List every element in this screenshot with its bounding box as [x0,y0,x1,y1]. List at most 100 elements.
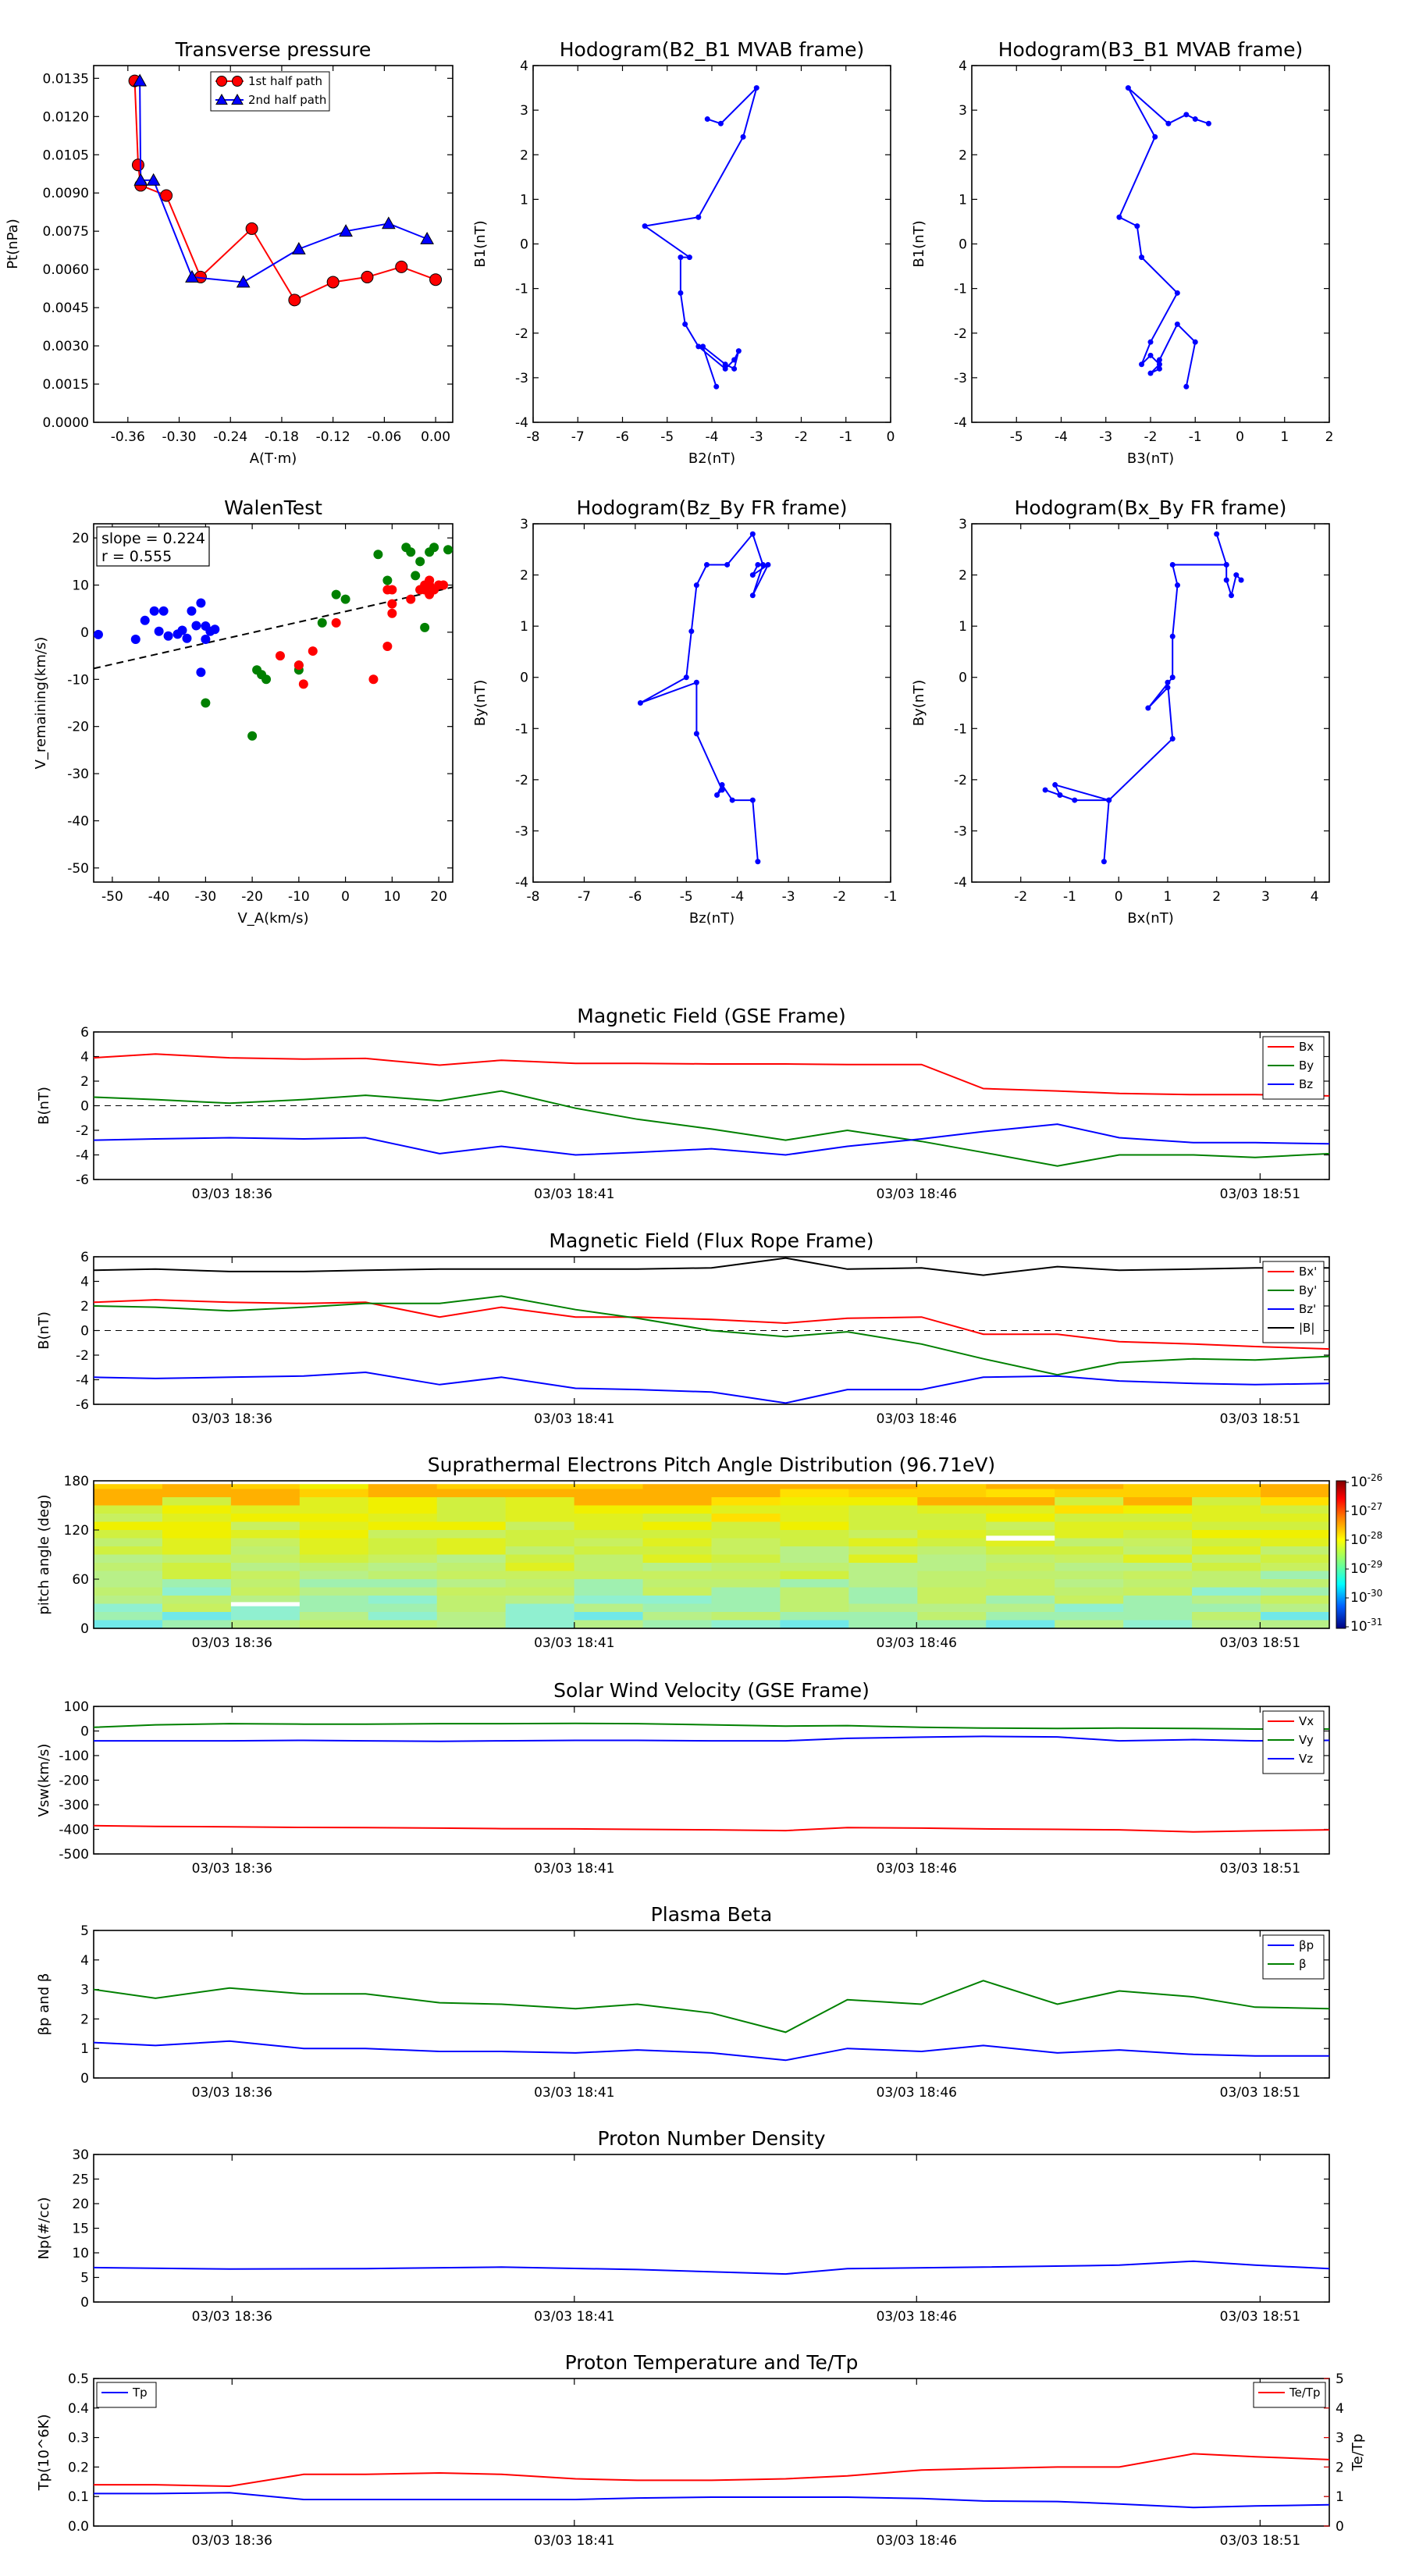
heatmap-cell [1123,1554,1193,1564]
colorbar-exponent: -29 [1368,1559,1383,1570]
heatmap-cell [917,1538,987,1547]
y-tick-label: -1 [954,282,967,297]
heatmap-cell [1055,1579,1124,1589]
y-axis-label: By(nT) [911,680,927,726]
heatmap-cell [299,1596,369,1605]
y-tick-label: -2 [515,773,528,788]
heatmap-cell [1261,1489,1330,1498]
legend-label: 1st half path [248,74,322,88]
time-tick-label: 03/03 18:41 [534,1635,614,1651]
data-point [247,731,258,741]
y-tick-label: 0 [80,1724,89,1740]
heatmap-cell [1123,1620,1193,1629]
y-tick-label: 0.0 [68,2519,89,2535]
time-tick-label: 03/03 18:51 [1220,1635,1300,1651]
heatmap-cell [780,1546,849,1556]
y-tick-label: 0 [80,2295,89,2311]
heatmap-cell [368,1489,438,1498]
data-point [683,674,689,681]
legend: Bx' By' Bz' |B| [1262,1261,1325,1343]
y-tick-label: 3 [520,517,528,532]
heatmap-cell [642,1571,713,1580]
legend-label: 2nd half path [248,93,326,107]
y-tick-label: -20 [67,720,89,735]
x-tick-label: 0 [887,429,895,445]
data-point [395,260,408,273]
heatmap-cell [230,1612,301,1621]
data-point [755,561,761,568]
legend: Bx By Bz [1262,1036,1325,1100]
time-tick-label: 03/03 18:51 [1220,1411,1300,1427]
legend-label: Bz' [1299,1302,1316,1316]
heatmap-cell [230,1579,301,1589]
y2-tick-label: 2 [1336,2460,1344,2475]
x-tick-label: 10 [384,889,401,905]
data-point [1106,797,1112,803]
y-tick-label: 0.0030 [43,339,89,354]
heatmap-cell [986,1587,1055,1596]
y-tick-label: -3 [515,824,528,839]
data-point [722,365,728,372]
data-point [695,343,702,350]
data-point [1147,339,1154,345]
r-label: r = 0.555 [101,548,172,565]
data-point [93,629,103,639]
heatmap-cell [780,1563,849,1572]
chart-pad: Suprathermal Electrons Pitch Angle Distr… [36,1453,1382,1651]
y-tick-label: 4 [80,1050,89,1066]
x-tick-label: -0.24 [213,429,247,445]
legend: βp β [1262,1934,1325,1980]
data-point [133,173,148,186]
y-tick-label: 0.4 [68,2401,89,2417]
y-tick-label: -4 [954,875,967,891]
data-point [1139,361,1145,368]
y-axis-label: Np(#/cc) [36,2197,52,2260]
legend-label: By' [1299,1283,1317,1297]
x-tick-label: -4 [1055,429,1068,445]
y-tick-label: 0.2 [68,2460,89,2475]
data-point [420,231,434,244]
heatmap-cell [711,1497,781,1507]
heatmap-cell [642,1596,713,1605]
heatmap-cell [848,1546,918,1556]
heatmap-cell [1055,1497,1124,1507]
heatmap-cell [368,1620,438,1629]
chart-title: Hodogram(Bz_By FR frame) [576,496,847,519]
heatmap-cell [848,1481,918,1490]
y-tick-label: 1 [520,192,528,208]
series-line [93,2260,1330,2275]
heatmap-cell [368,1497,438,1507]
y-tick-label: 15 [72,2222,89,2237]
data-point [1169,735,1176,742]
y-tick-label: -4 [76,1148,89,1164]
heatmap-cell [848,1521,918,1531]
series-line [93,2040,1329,2062]
colorbar-exponent: -28 [1368,1530,1383,1541]
heatmap-cell [299,1489,369,1498]
data-point [382,575,393,585]
heatmap-cell [848,1579,918,1589]
heatmap-cell [642,1530,713,1539]
x-tick-label: -1 [1063,889,1076,905]
x-tick-label: -8 [527,889,540,905]
data-point [1192,116,1198,123]
data-point [719,787,725,793]
chart-title: Transverse pressure [175,38,372,61]
y-tick-label: 2 [959,568,967,584]
y-tick-label: 0 [520,671,528,686]
heatmap-cell [574,1554,644,1564]
heatmap-cell [505,1530,575,1539]
x-tick-label: 1 [1164,889,1172,905]
heatmap-cell [1055,1612,1124,1621]
chart-pt: Transverse pressure 0.0000 0.0015 0.0030 0.0… [5,38,454,467]
heatmap-cell [1123,1587,1193,1596]
heatmap-cell [986,1489,1055,1498]
y-axis-label: βp and β [36,1973,52,2036]
data-point [749,572,756,578]
heatmap-cell [642,1554,713,1564]
data-point [382,216,396,229]
legend-box [1253,2382,1326,2408]
heatmap-cell [1261,1571,1330,1580]
y-tick-label: 0 [80,2071,89,2087]
x-tick-label: -0.06 [367,429,401,445]
